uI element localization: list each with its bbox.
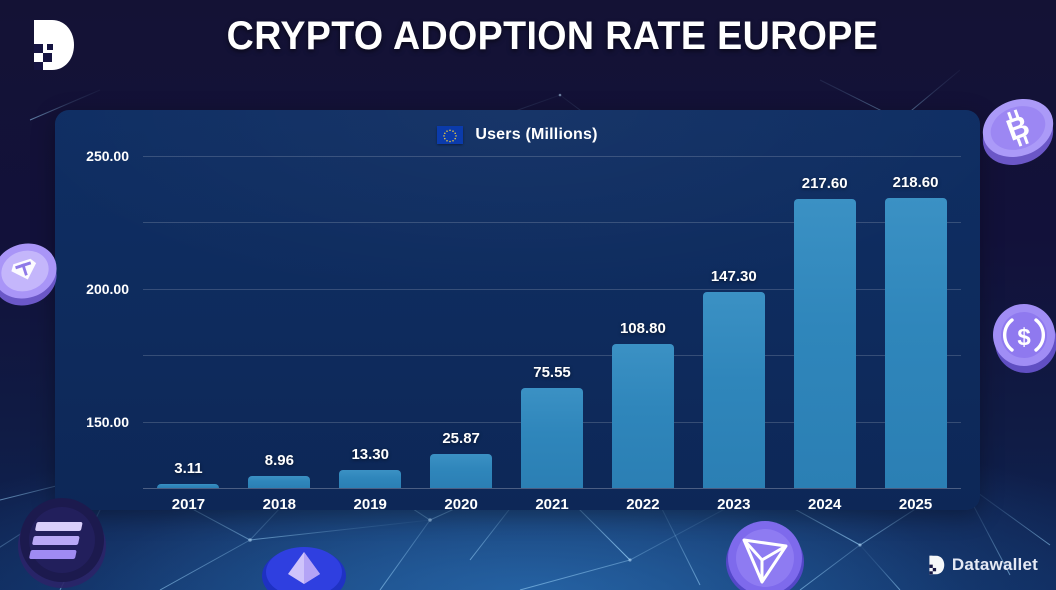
x-axis-tick-label: 2022	[626, 496, 660, 510]
bar-value-label: 108.80	[619, 319, 666, 337]
bar-value-label: 8.96	[264, 452, 294, 470]
header: CRYPTO ADOPTION RATE EUROPE	[0, 0, 1056, 86]
svg-text:B: B	[1002, 109, 1034, 147]
bar-group: 147.30 2023	[688, 156, 779, 510]
bar-group: 217.60 2024	[779, 156, 870, 510]
bar-value-label: 25.87	[442, 429, 480, 447]
x-axis-tick-label: 2017	[171, 496, 206, 510]
bar[interactable]: 217.60	[793, 175, 856, 488]
x-axis-tick-label: 2023	[717, 496, 751, 510]
chart-panel: Users (Millions) 0.0050.00100.00150.0020…	[55, 110, 980, 510]
x-axis-tick-label: 2021	[535, 496, 569, 510]
x-axis-tick-label: 2025	[898, 496, 933, 510]
gridline: 100.00	[143, 355, 961, 357]
bar-group: 218.60 2025	[870, 156, 961, 510]
bar-group: 3.11 2017	[143, 156, 234, 510]
bar-value-label: 218.60	[892, 173, 939, 191]
svg-text:$: $	[1017, 324, 1031, 351]
bar-series: 3.11 2017 8.96 2018 13.30 2019 25.87 2020 75.55 2…	[143, 156, 961, 510]
gridline: 150.00	[86, 288, 961, 430]
gridline: 200.00	[86, 222, 961, 297]
legend-label: Users (Millions)	[475, 126, 598, 143]
bar[interactable]: 13.30	[339, 446, 402, 488]
bitcoin-coin-icon: B	[975, 84, 1056, 172]
bar-value-label: 147.30	[710, 268, 757, 286]
y-axis-tick-label: 150.00	[86, 413, 129, 430]
bar[interactable]: 25.87	[430, 430, 493, 488]
gridline: 0.00	[143, 488, 961, 489]
x-axis-tick-label: 2019	[353, 496, 387, 510]
chart-legend: Users (Millions)	[55, 126, 980, 144]
x-axis-tick-label: 2024	[807, 496, 842, 510]
bar[interactable]: 147.30	[702, 268, 765, 488]
gridline: 250.00	[86, 148, 961, 164]
y-axis-tick-label: 250.00	[86, 148, 129, 164]
watermark-text: Datawallet	[951, 555, 1038, 574]
bar[interactable]: 75.55	[521, 364, 583, 488]
bar-value-label: 3.11	[174, 459, 203, 477]
bar-group: 8.96 2018	[234, 156, 325, 510]
tron-coin-icon	[718, 518, 812, 590]
bar-group: 25.87 2020	[416, 156, 507, 510]
eu-flag-icon	[437, 126, 464, 144]
bar[interactable]: 3.11	[157, 460, 220, 488]
bar-value-label: 217.60	[801, 175, 848, 193]
x-axis-tick-label: 2020	[444, 496, 478, 510]
datawallet-d-logo-icon	[929, 555, 945, 575]
bar-value-label: 75.55	[533, 363, 571, 381]
datawallet-d-logo-icon	[34, 20, 74, 70]
page-title: CRYPTO ADOPTION RATE EUROPE	[226, 14, 879, 58]
bar[interactable]: 108.80	[611, 320, 674, 488]
y-axis-tick-label: 200.00	[86, 280, 129, 297]
ethereum-coin-icon	[258, 540, 350, 590]
bar-group: 13.30 2019	[325, 156, 416, 510]
bar[interactable]: 8.96	[248, 452, 311, 488]
bar-group: 108.80 2022	[597, 156, 688, 510]
bar-group: 75.55 2021	[507, 156, 598, 510]
x-axis-tick-label: 2018	[262, 496, 297, 510]
bar[interactable]: 218.60	[884, 174, 947, 488]
bar-value-label: 13.30	[351, 446, 389, 464]
watermark: Datawallet	[925, 554, 1038, 576]
usdc-coin-icon: $	[988, 290, 1056, 378]
